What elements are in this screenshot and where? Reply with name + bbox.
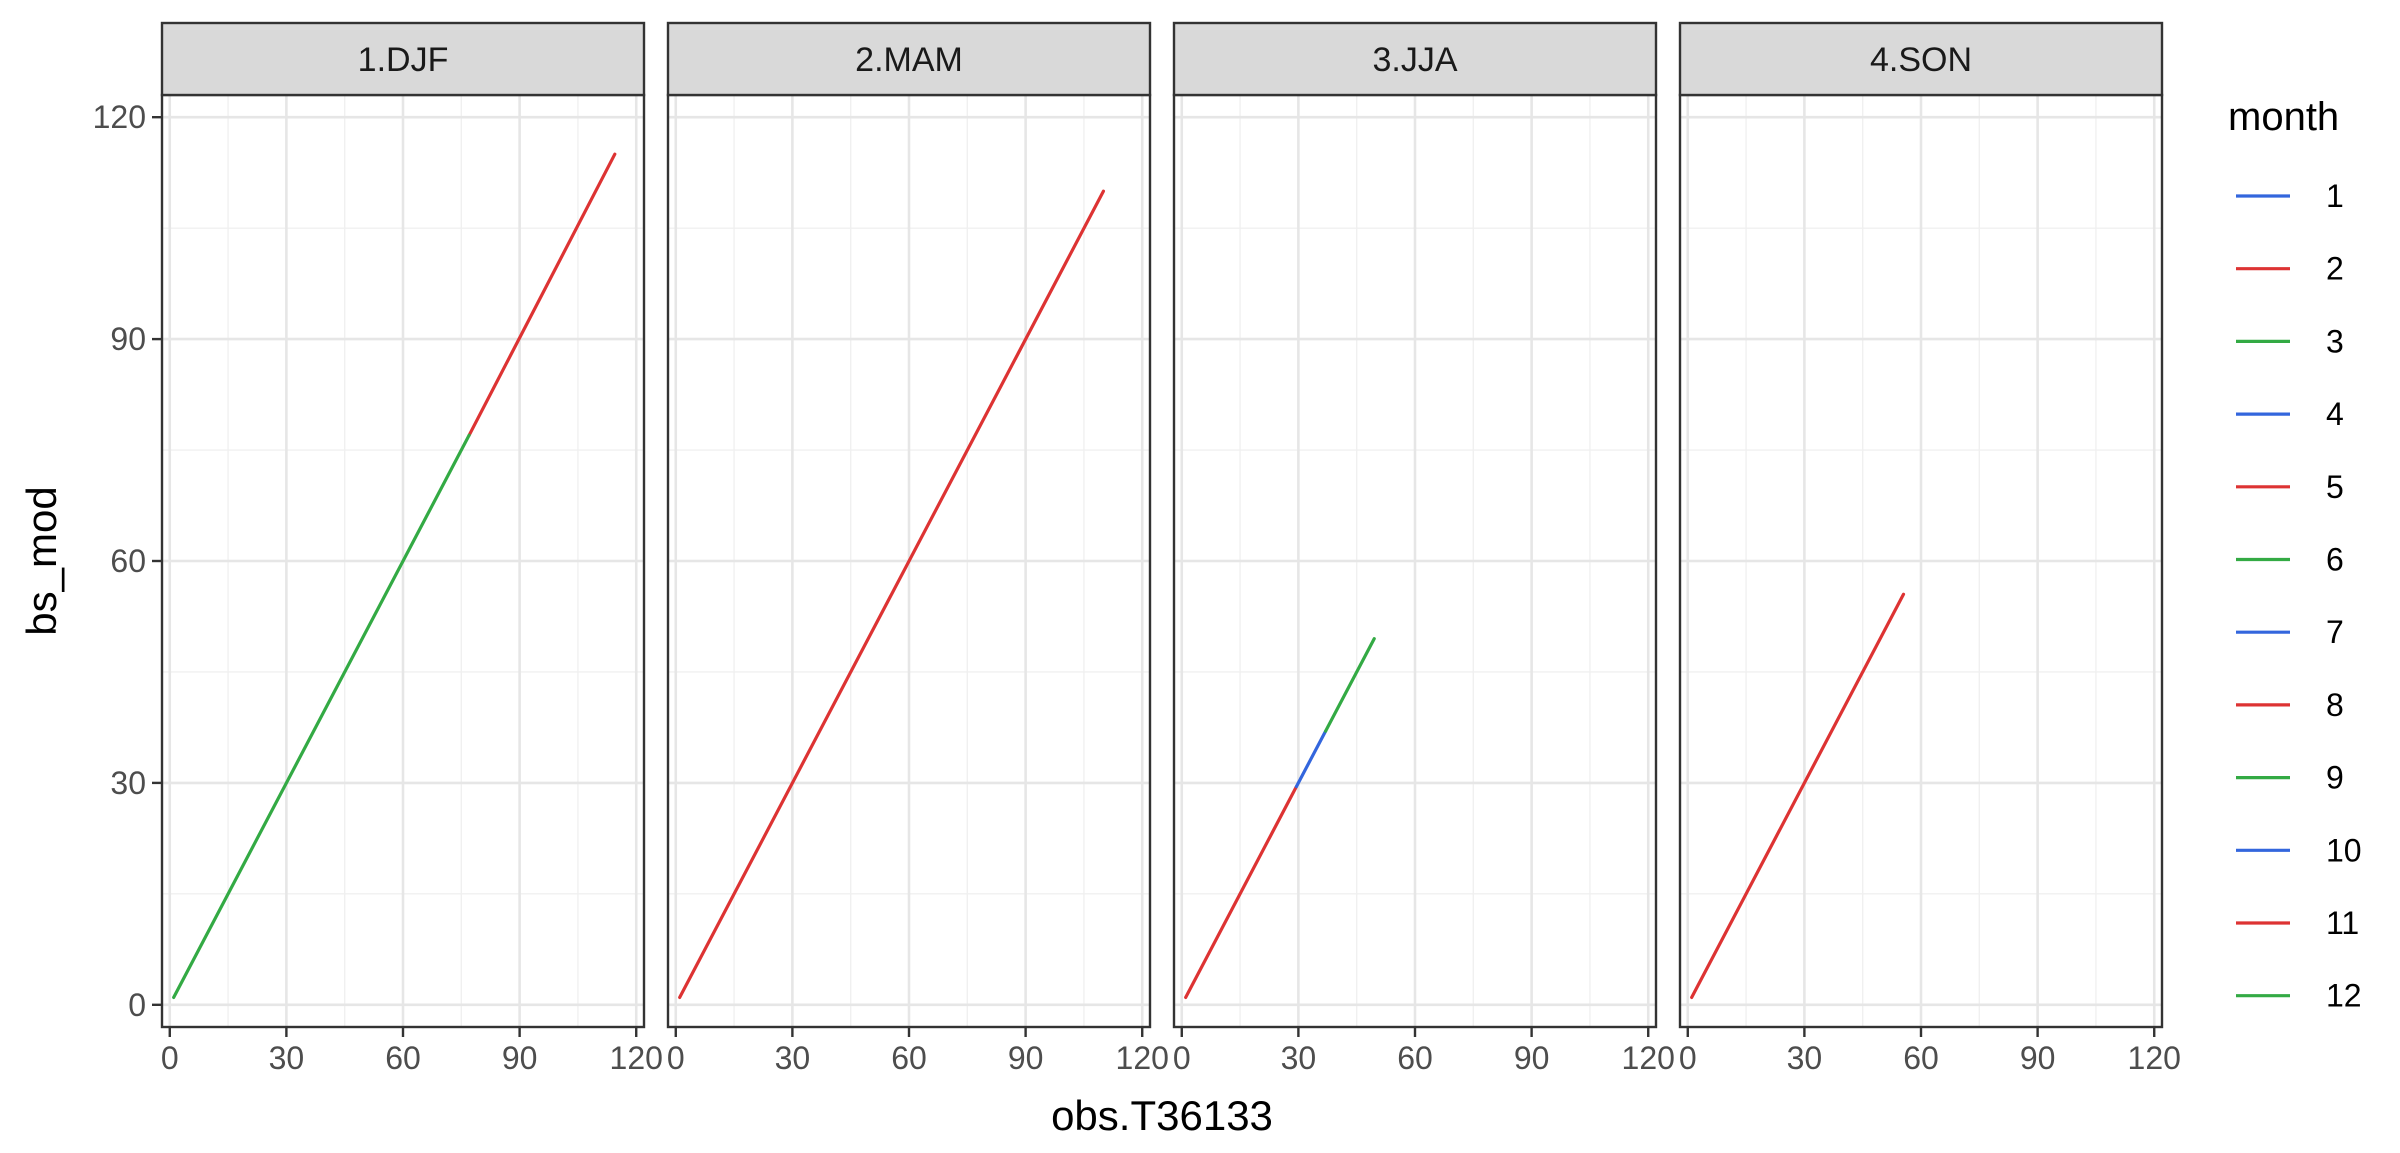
series-line-month-8 (1184, 784, 1299, 1000)
legend-label: 12 (2326, 978, 2362, 1014)
strip-label: 3.JJA (1372, 41, 1457, 79)
facet-panel-4: 4.SON 0 30 60 90 120 (1678, 21, 2181, 1076)
y-tick-label: 0 (128, 987, 146, 1023)
legend-label: 3 (2326, 323, 2344, 359)
x-tick-label: 120 (1622, 1040, 1675, 1076)
strip-label: 2.MAM (855, 41, 963, 79)
series-line-month-11 (1690, 592, 1906, 1000)
y-tick-label: 60 (110, 543, 146, 579)
y-tick-label: 90 (110, 321, 146, 357)
x-tick-label: 0 (667, 1040, 685, 1076)
x-tick-label: 60 (1903, 1040, 1939, 1076)
legend-item-month-4: 4 (2236, 396, 2344, 432)
legend-item-month-7: 7 (2236, 614, 2344, 650)
series-line-month-6 (1323, 637, 1376, 733)
legend-item-month-8: 8 (2236, 687, 2344, 723)
legend-label: 5 (2326, 469, 2344, 505)
legend-item-month-6: 6 (2236, 542, 2344, 578)
legend-item-month-12: 12 (2236, 978, 2362, 1014)
x-tick-label: 30 (775, 1040, 811, 1076)
x-tick-label: 90 (2020, 1040, 2056, 1076)
legend-label: 11 (2326, 905, 2359, 941)
legend-item-month-5: 5 (2236, 469, 2344, 505)
x-tick-label: 60 (891, 1040, 927, 1076)
x-tick-label: 120 (1116, 1040, 1169, 1076)
legend-item-month-9: 9 (2236, 760, 2344, 796)
x-tick-label: 90 (1008, 1040, 1044, 1076)
x-tick-label: 90 (1514, 1040, 1550, 1076)
x-axis-title: obs.T36133 (1051, 1092, 1273, 1139)
legend-label: 6 (2326, 542, 2344, 578)
facet-panel-2: 2.MAM 0 30 60 90 120 (666, 21, 1169, 1076)
x-tick-label: 60 (1397, 1040, 1433, 1076)
strip-label: 4.SON (1870, 41, 1972, 79)
facet-panel-3: 3.JJA 0 30 60 90 120 (1172, 21, 1675, 1076)
strip-background (1678, 21, 2164, 97)
strip-background (1172, 21, 1658, 97)
x-tick-label: 0 (1679, 1040, 1697, 1076)
strip-label: 1.DJF (358, 41, 449, 79)
legend-item-month-2: 2 (2236, 251, 2344, 287)
x-tick-label: 0 (161, 1040, 179, 1076)
y-tick-label: 120 (93, 99, 146, 135)
legend-label: 7 (2326, 614, 2344, 650)
legend-label: 10 (2326, 832, 2362, 868)
legend-item-month-1: 1 (2236, 178, 2344, 214)
legend-title: month (2228, 95, 2339, 139)
x-tick-label: 30 (269, 1040, 305, 1076)
legend-label: 1 (2326, 178, 2344, 214)
legend-label: 8 (2326, 687, 2344, 723)
x-tick-label: 0 (1173, 1040, 1191, 1076)
x-tick-label: 120 (2128, 1040, 2181, 1076)
y-tick-label: 30 (110, 765, 146, 801)
legend-item-month-10: 10 (2236, 832, 2362, 868)
strip-background (160, 21, 646, 97)
x-tick-label: 30 (1787, 1040, 1823, 1076)
legend-label: 9 (2326, 760, 2344, 796)
y-axis-title: bs_mod (18, 486, 65, 635)
x-tick-label: 120 (610, 1040, 663, 1076)
x-tick-label: 60 (385, 1040, 421, 1076)
series-line-month-12 (172, 433, 471, 1000)
series-line-month-2 (467, 152, 617, 437)
strip-background (666, 21, 1152, 97)
series-line-month-7 (1294, 729, 1328, 789)
x-tick-label: 30 (1281, 1040, 1317, 1076)
legend-item-month-11: 11 (2236, 905, 2359, 941)
x-tick-label: 90 (502, 1040, 538, 1076)
legend-item-month-3: 3 (2236, 323, 2344, 359)
legend-label: 2 (2326, 251, 2344, 287)
series-line-month-5 (678, 189, 1106, 1000)
legend-label: 4 (2326, 396, 2344, 432)
facet-panel-1: 1.DJF 0 30 60 90 120 0 30 60 90 120 (93, 21, 663, 1076)
